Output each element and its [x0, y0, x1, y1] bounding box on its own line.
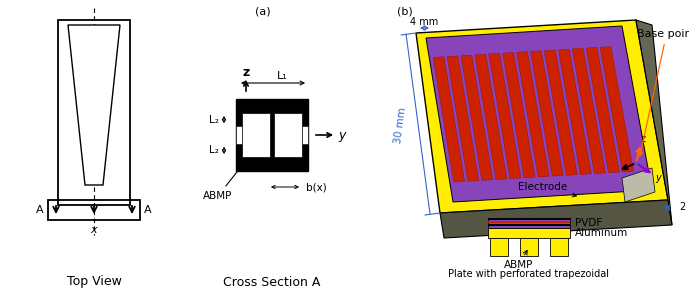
Text: PVDF: PVDF	[575, 218, 602, 228]
Bar	[488, 228, 570, 238]
Text: Top View: Top View	[67, 275, 121, 289]
Bar	[242, 113, 270, 157]
Text: b(x): b(x)	[306, 182, 327, 192]
Bar	[488, 224, 570, 226]
Text: Cross Section A: Cross Section A	[223, 275, 320, 289]
Bar	[550, 238, 568, 256]
Polygon shape	[573, 48, 606, 174]
Polygon shape	[433, 57, 464, 182]
Polygon shape	[447, 56, 479, 181]
Text: L₂: L₂	[209, 145, 219, 155]
Text: 4 mm: 4 mm	[411, 17, 439, 27]
Text: y: y	[655, 173, 661, 183]
Text: Plate with perforated trapezoidal: Plate with perforated trapezoidal	[449, 269, 610, 279]
Polygon shape	[544, 50, 577, 175]
Polygon shape	[517, 52, 549, 177]
Polygon shape	[636, 20, 672, 225]
Polygon shape	[586, 48, 619, 173]
Bar	[302, 126, 308, 144]
Polygon shape	[475, 54, 507, 179]
Text: Base point: Base point	[637, 29, 689, 156]
Text: ABMP: ABMP	[203, 166, 242, 201]
Bar	[488, 218, 570, 228]
Polygon shape	[622, 168, 655, 202]
Text: ABMP: ABMP	[504, 250, 534, 270]
Text: x: x	[611, 169, 617, 179]
Text: L₁: L₁	[276, 71, 287, 81]
Text: A: A	[144, 205, 152, 215]
Text: A: A	[37, 205, 44, 215]
Polygon shape	[426, 26, 652, 202]
Text: 30 mm: 30 mm	[393, 107, 408, 144]
Polygon shape	[503, 53, 535, 178]
Polygon shape	[489, 54, 521, 179]
Polygon shape	[68, 25, 120, 185]
Text: z: z	[243, 65, 249, 79]
Text: Aluminum: Aluminum	[575, 228, 628, 238]
Text: (b): (b)	[397, 7, 413, 17]
Text: y: y	[338, 129, 346, 141]
Text: 2 mm: 2 mm	[680, 202, 689, 213]
Polygon shape	[461, 55, 493, 180]
Polygon shape	[531, 51, 563, 176]
Bar	[48, 200, 140, 220]
Polygon shape	[600, 47, 633, 172]
Bar	[520, 238, 538, 256]
Text: (a): (a)	[255, 7, 271, 17]
Bar	[236, 126, 242, 144]
Bar	[490, 238, 508, 256]
Bar	[488, 221, 570, 223]
Text: L₂: L₂	[209, 115, 219, 125]
Polygon shape	[416, 20, 668, 213]
Text: x: x	[91, 225, 97, 235]
Polygon shape	[558, 49, 591, 174]
Bar	[236, 99, 308, 171]
Bar	[488, 218, 570, 220]
Polygon shape	[440, 200, 672, 238]
Bar	[274, 113, 302, 157]
Bar	[58, 20, 130, 205]
Text: Electrode: Electrode	[518, 182, 577, 197]
Text: z: z	[641, 134, 646, 144]
